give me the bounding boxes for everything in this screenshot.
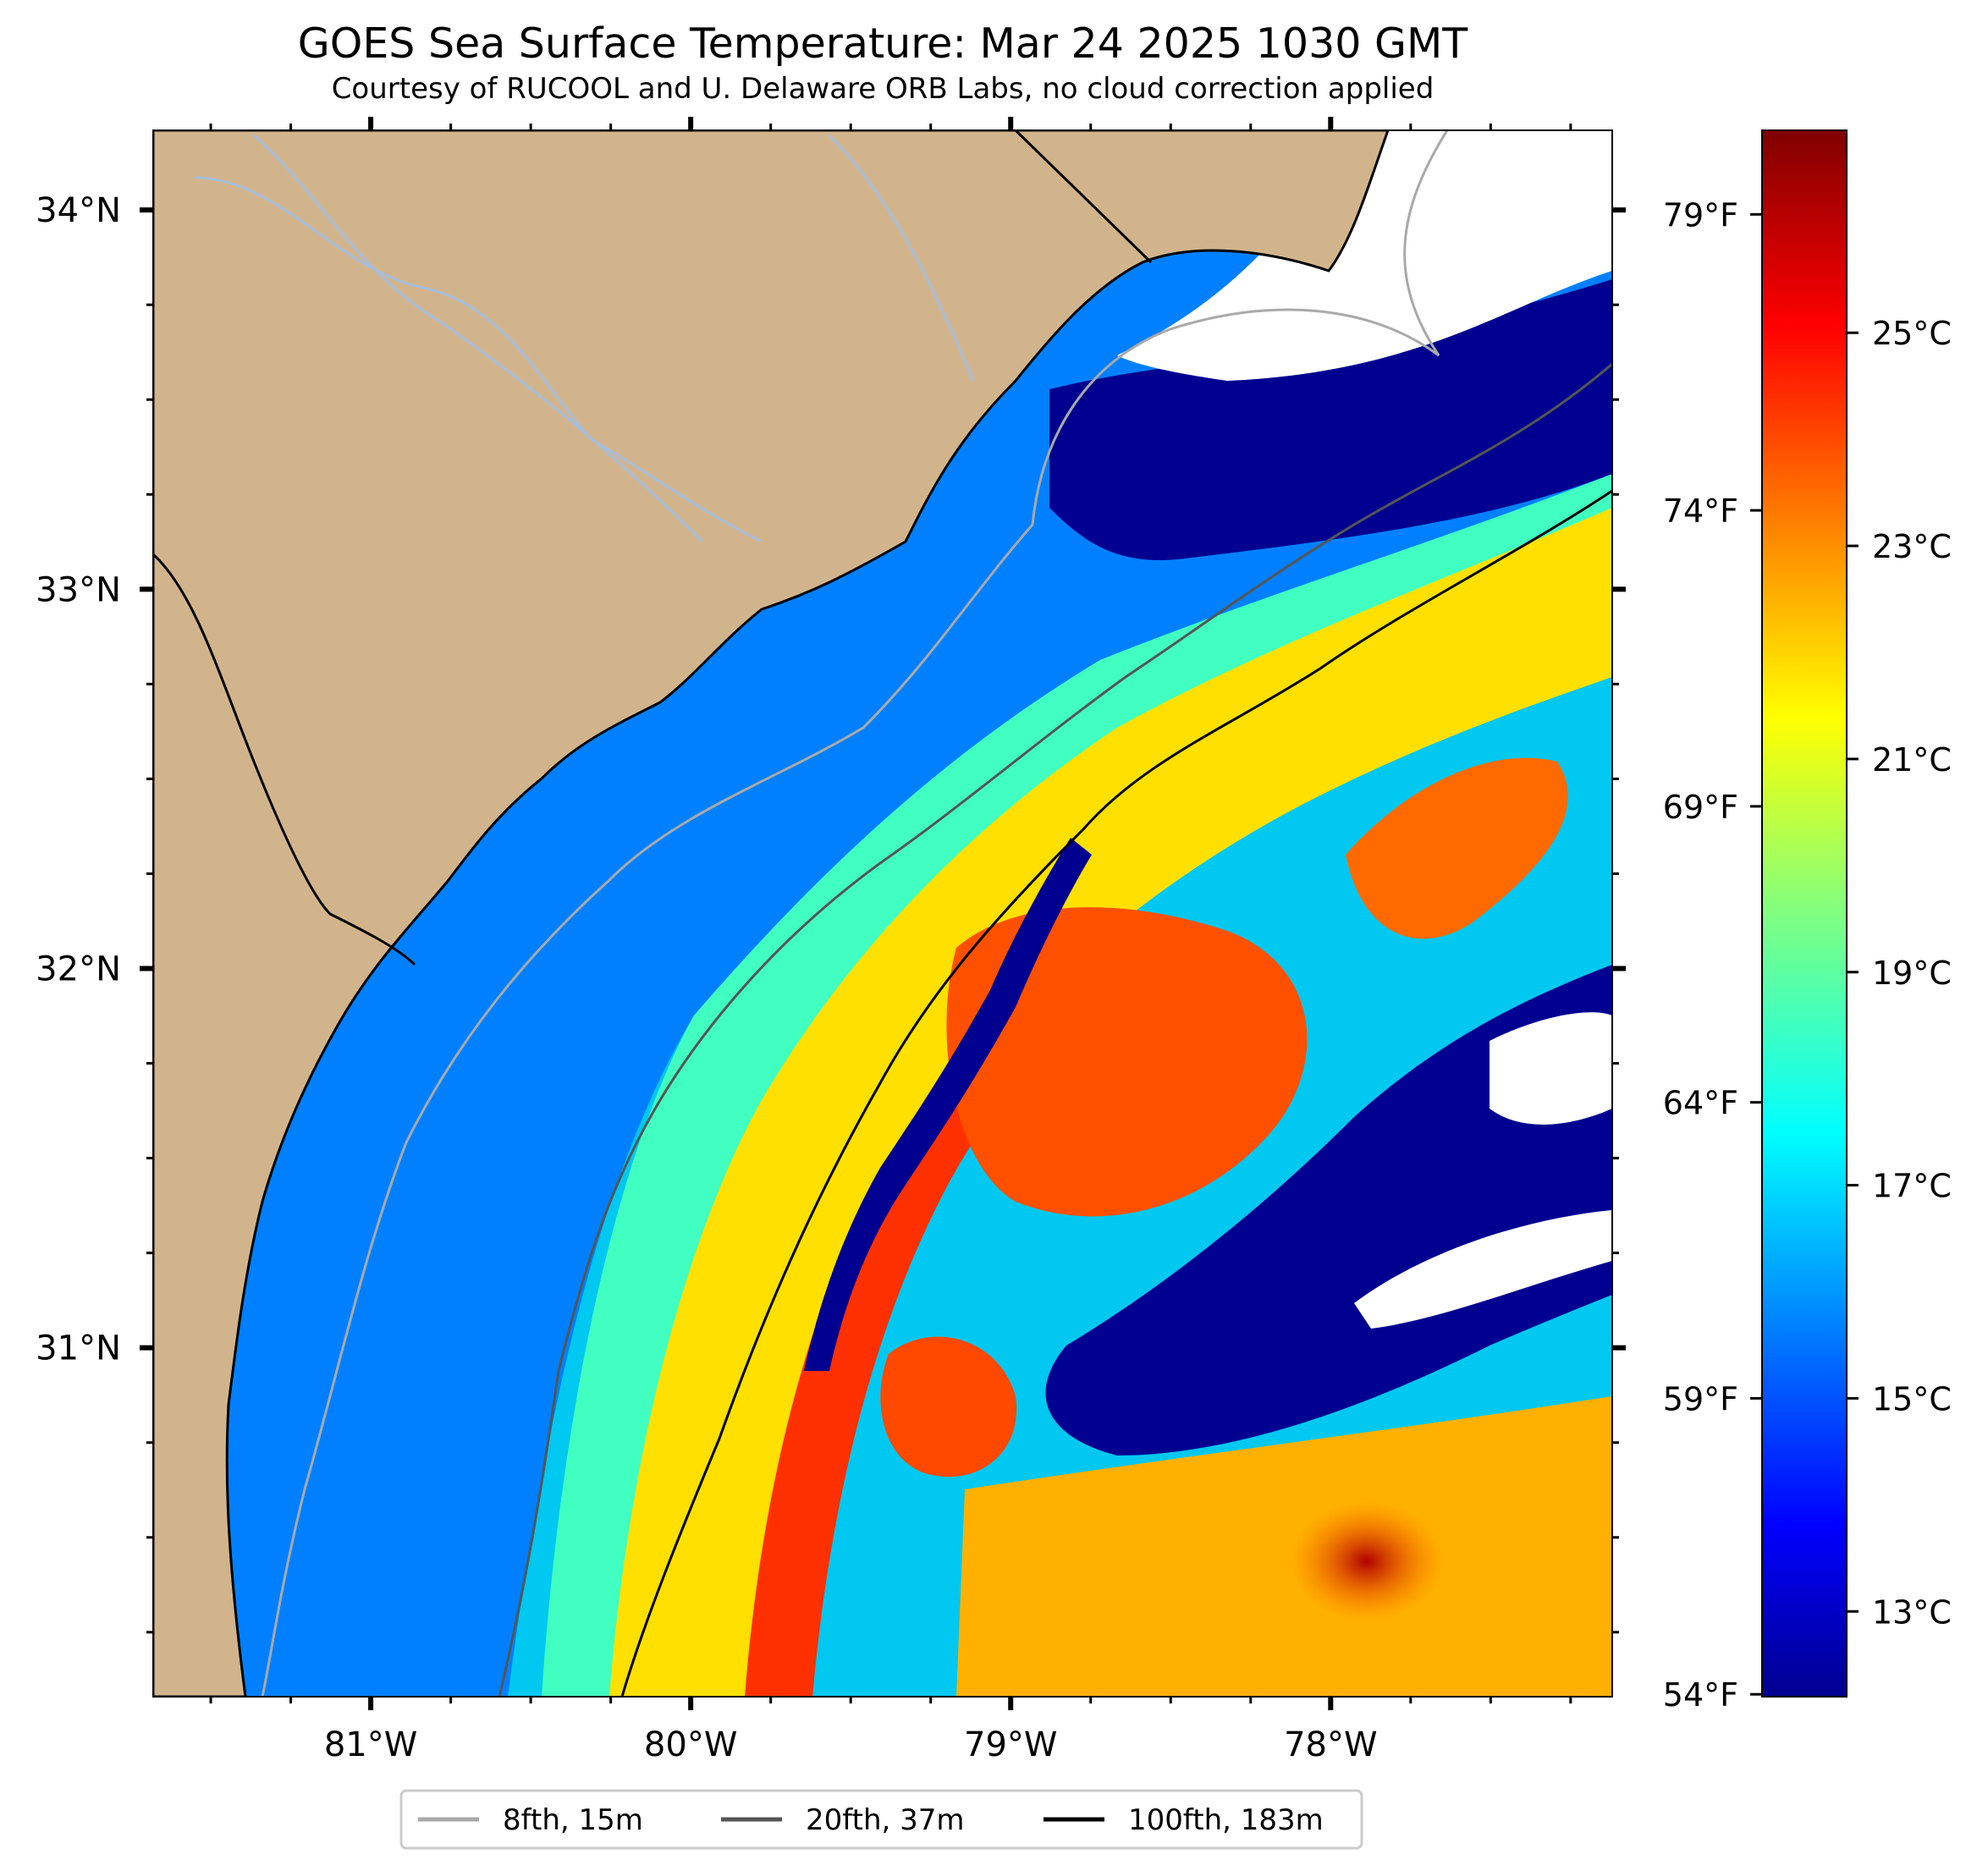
x-tick-label: 78°W xyxy=(1284,1725,1377,1764)
river-3 xyxy=(828,134,975,382)
map-subtitle: Courtesy of RUCOOL and U. Delaware ORB L… xyxy=(332,72,1435,106)
isobath-37m xyxy=(498,362,1612,1697)
legend-label-8fth: 8fth, 15m xyxy=(503,1803,643,1837)
celsius-tick-label: 21°C xyxy=(1872,741,1952,779)
state-border xyxy=(153,553,416,966)
celsius-tick-label: 17°C xyxy=(1872,1168,1952,1205)
legend-box xyxy=(399,1789,1363,1850)
cloud-offshore-1 xyxy=(1490,1012,1612,1125)
legend: 8fth, 15m 20fth, 37m 100fth, 183m xyxy=(399,1789,1363,1850)
fahrenheit-tick-label: 69°F xyxy=(1663,789,1738,826)
sst-cold-tongue xyxy=(1045,965,1612,1456)
map-area xyxy=(153,130,1612,1697)
land-mass xyxy=(153,130,1390,1697)
sst-cold-north xyxy=(1049,279,1612,560)
celsius-tick-label: 19°C xyxy=(1872,955,1952,992)
fahrenheit-tick-label: 79°F xyxy=(1663,196,1738,234)
fahrenheit-tick-label: 74°F xyxy=(1663,493,1738,530)
colorbar-ticks: 13°C 15°C 17°C 19°C 21°C 23°C 25°C 79°F 74°F 69°F… xyxy=(1663,196,1952,1714)
cloud-offshore-2 xyxy=(1354,1210,1612,1329)
celsius-tick-label: 13°C xyxy=(1872,1593,1952,1631)
sst-warm-core xyxy=(1291,1502,1443,1621)
legend-label-100fth: 100fth, 183m xyxy=(1128,1803,1324,1837)
axes-layer: 81°W 80°W 79°W 78°W 34°N 33°N 32°N 31°N xyxy=(36,117,1626,1764)
y-tick-label: 34°N xyxy=(36,191,121,230)
sst-gulfstream-edge xyxy=(609,508,1612,1697)
river-2 xyxy=(253,134,704,543)
sst-offshore-warm-3 xyxy=(880,1336,1017,1478)
x-tick-label: 81°W xyxy=(324,1725,417,1764)
map-title: GOES Sea Surface Temperature: Mar 24 202… xyxy=(298,19,1469,68)
legend-label-20fth: 20fth, 37m xyxy=(806,1803,965,1837)
y-tick-label: 33°N xyxy=(36,570,121,609)
isobath-15m xyxy=(261,130,1449,1697)
sst-offshore-warm-1 xyxy=(946,907,1308,1217)
celsius-tick-label: 25°C xyxy=(1872,315,1952,352)
cloud-northeast xyxy=(1117,130,1612,381)
isobath-183m xyxy=(620,489,1612,1697)
y-tick-label: 32°N xyxy=(36,949,121,988)
fahrenheit-tick-label: 64°F xyxy=(1663,1085,1738,1122)
y-tick-label: 31°N xyxy=(36,1329,121,1368)
sst-gulfstream-core xyxy=(745,914,1126,1697)
sst-offshore-warm-2 xyxy=(1346,757,1568,939)
sst-southeast-warm xyxy=(956,1396,1612,1697)
colorbar xyxy=(1761,129,1848,1698)
fahrenheit-tick-label: 54°F xyxy=(1663,1676,1738,1714)
celsius-tick-label: 15°C xyxy=(1872,1380,1952,1417)
x-tick-label: 79°W xyxy=(964,1725,1057,1764)
sst-cold-filament xyxy=(804,838,1092,1371)
fahrenheit-tick-label: 59°F xyxy=(1663,1380,1738,1417)
river-1 xyxy=(194,176,763,543)
celsius-tick-label: 23°C xyxy=(1872,528,1952,565)
x-tick-label: 80°W xyxy=(644,1725,737,1764)
map-frame xyxy=(152,129,1613,1698)
state-border-2 xyxy=(1014,130,1153,264)
